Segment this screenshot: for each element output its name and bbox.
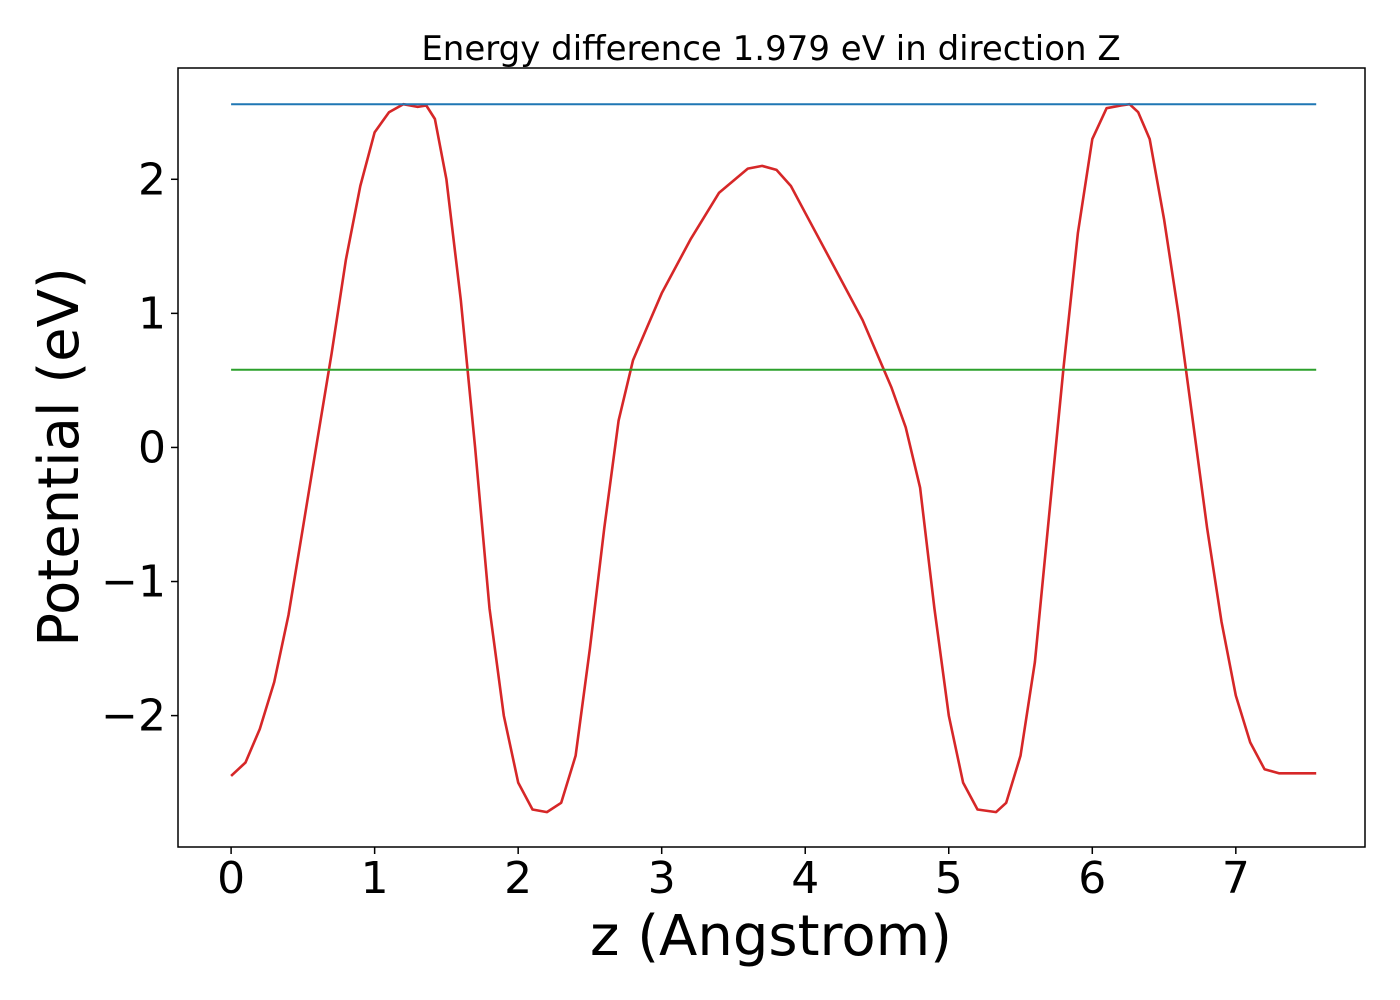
x-axis: 0 1 2 3 4 5 6 7: [217, 847, 1250, 904]
y-tick-label: 0: [138, 422, 166, 473]
x-tick-label: 6: [1078, 853, 1106, 904]
x-tick-label: 4: [791, 853, 819, 904]
x-tick-label: 5: [935, 853, 963, 904]
y-tick-label: 1: [138, 288, 166, 339]
y-axis-label: Potential (eV): [27, 267, 92, 647]
plot-frame: [177, 67, 1366, 848]
x-tick-label: 0: [217, 853, 245, 904]
x-tick-label: 1: [361, 853, 389, 904]
series-layer: [230, 102, 1317, 814]
series-line-1: [230, 102, 1317, 814]
chart-title: Energy difference 1.979 eV in direction …: [421, 29, 1120, 69]
x-axis-label: z (Angstrom): [590, 904, 952, 969]
x-tick-label: 7: [1222, 853, 1250, 904]
x-tick-label: 2: [504, 853, 532, 904]
x-tick-label: 3: [648, 853, 676, 904]
plot-area: [177, 67, 1366, 848]
y-axis: −2 −1 0 1 2: [101, 154, 178, 742]
y-tick-label: 2: [138, 154, 166, 205]
y-tick-label: −1: [101, 557, 166, 608]
y-tick-label: −2: [101, 691, 166, 742]
